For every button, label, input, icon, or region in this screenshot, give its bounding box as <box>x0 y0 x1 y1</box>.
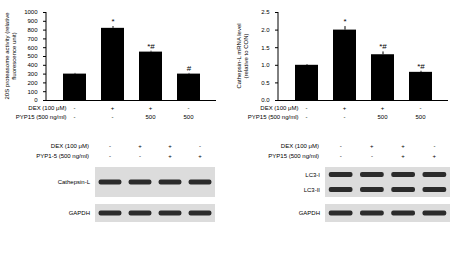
svg-text:800: 800 <box>27 27 38 33</box>
svg-text:2.5: 2.5 <box>261 9 270 15</box>
svg-text:-: - <box>433 143 435 149</box>
html-text:20S proteasome activity (relat: 20S proteasome activity (relative fluore… <box>4 12 17 100</box>
svg-text:0.0: 0.0 <box>261 97 270 102</box>
svg-text:+: + <box>138 143 142 149</box>
svg-text:-: - <box>340 153 342 159</box>
svg-text:+: + <box>433 153 437 159</box>
svg-text:100: 100 <box>27 89 38 95</box>
svg-text:500: 500 <box>27 53 38 59</box>
svg-text:900: 900 <box>27 18 38 24</box>
svg-text:+: + <box>198 153 202 159</box>
svg-text:-: - <box>371 153 373 159</box>
svg-text:300: 300 <box>27 71 38 77</box>
svg-text:700: 700 <box>27 36 38 42</box>
svg-text:0.5: 0.5 <box>261 80 270 86</box>
svg-text:DEX (100 μM): DEX (100 μM) <box>281 143 319 149</box>
svg-text:2.0: 2.0 <box>261 27 270 33</box>
svg-text:*#: *# <box>147 42 155 51</box>
html-text:500: 500 <box>377 114 388 120</box>
svg-text:*: * <box>343 17 346 26</box>
html-text:PYP15 (500 ng/ml): PYP15 (500 ng/ml) <box>15 114 67 120</box>
html-text:500: 500 <box>183 114 194 120</box>
html-text:DEX (100 μM): DEX (100 μM) <box>28 105 67 111</box>
svg-text:LC3-I: LC3-I <box>305 172 320 178</box>
svg-text:GAPDH: GAPDH <box>299 210 320 216</box>
svg-text:-: - <box>199 143 201 149</box>
svg-text:600: 600 <box>27 45 38 51</box>
svg-text:-: - <box>139 153 141 159</box>
svg-text:+: + <box>370 143 374 149</box>
svg-text:1.0: 1.0 <box>261 62 270 68</box>
svg-text:-: - <box>109 143 111 149</box>
html-text:Cathepsin-L mRNA level (relati: Cathepsin-L mRNA level (relative to CON) <box>236 23 249 89</box>
svg-text:*#: *# <box>379 42 387 51</box>
html-text:DEX (100 μM): DEX (100 μM) <box>260 105 299 111</box>
svg-text:LC3-II: LC3-II <box>304 187 321 193</box>
svg-text:#: # <box>187 64 192 73</box>
svg-text:PYP1-5 (500 ng/ml): PYP1-5 (500 ng/ml) <box>36 153 89 159</box>
svg-text:0: 0 <box>34 97 38 102</box>
svg-text:+: + <box>168 143 172 149</box>
svg-text:*: * <box>111 17 114 26</box>
svg-text:DEX (100 μM): DEX (100 μM) <box>51 143 89 149</box>
svg-text:+: + <box>401 153 405 159</box>
svg-text:PYP15 (500 ng/ml): PYP15 (500 ng/ml) <box>268 153 319 159</box>
svg-text:+: + <box>168 153 172 159</box>
html-text:500: 500 <box>415 114 426 120</box>
svg-text:400: 400 <box>27 62 38 68</box>
svg-text:200: 200 <box>27 80 38 86</box>
html-text:PYP15 (500 ng/ml): PYP15 (500 ng/ml) <box>247 114 299 120</box>
html-text:500: 500 <box>145 114 156 120</box>
svg-text:1.5: 1.5 <box>261 45 270 51</box>
svg-text:-: - <box>340 143 342 149</box>
svg-text:+: + <box>401 143 405 149</box>
svg-text:Cathepsin-L: Cathepsin-L <box>58 179 91 185</box>
svg-text:*#: *# <box>417 62 425 71</box>
svg-text:GAPDH: GAPDH <box>69 210 90 216</box>
svg-text:-: - <box>109 153 111 159</box>
svg-text:1000: 1000 <box>24 9 38 15</box>
